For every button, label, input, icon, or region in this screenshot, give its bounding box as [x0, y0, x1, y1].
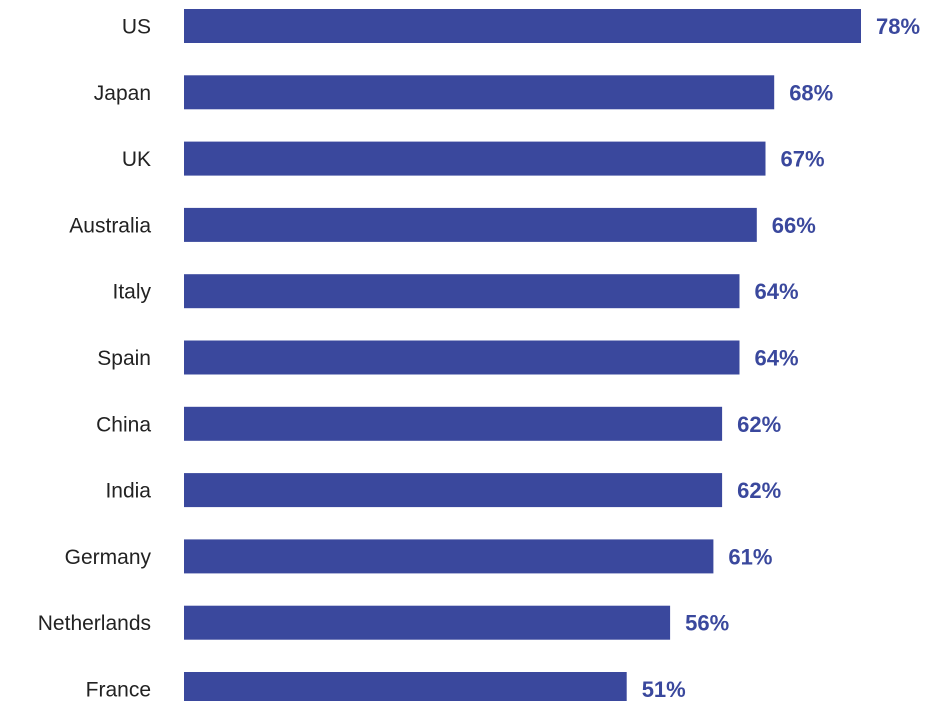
value-label-china: 62% [737, 412, 781, 437]
value-label-india: 62% [737, 478, 781, 503]
category-labels: US Japan UK Australia Italy Spain China India Ge… [38, 16, 152, 701]
bar-us [184, 9, 861, 43]
category-label-us: US [122, 16, 151, 39]
value-label-uk: 67% [781, 147, 825, 172]
category-label-australia: Australia [69, 214, 151, 237]
value-label-us: 78% [876, 14, 920, 39]
value-label-germany: 61% [728, 544, 772, 569]
category-label-germany: Germany [65, 546, 152, 569]
bar-spain [184, 340, 740, 375]
value-label-france: 51% [642, 677, 686, 701]
bar-germany [184, 539, 714, 574]
category-label-uk: UK [122, 148, 151, 171]
bar-france [184, 672, 627, 701]
category-label-netherlands: Netherlands [38, 612, 151, 635]
bar-uk [184, 141, 766, 176]
value-labels: 78% 68% 67% 66% 64% 64% 62% 62% 61% 56% 51% [642, 14, 920, 701]
value-label-spain: 64% [755, 346, 799, 371]
category-label-italy: Italy [112, 281, 151, 304]
value-label-italy: 64% [755, 279, 799, 304]
value-label-netherlands: 56% [685, 611, 729, 636]
value-label-australia: 66% [772, 213, 816, 238]
category-label-france: France [86, 679, 151, 701]
category-label-japan: Japan [94, 82, 151, 105]
bar-netherlands [184, 605, 671, 640]
bar-india [184, 473, 723, 508]
bar-japan [184, 75, 775, 110]
bar-italy [184, 274, 740, 309]
bar-australia [184, 207, 757, 242]
bar-china [184, 406, 723, 441]
category-label-china: China [96, 413, 151, 436]
category-label-india: India [105, 480, 151, 503]
value-label-japan: 68% [789, 80, 833, 105]
category-label-spain: Spain [97, 347, 151, 370]
bars-layer [184, 9, 861, 701]
